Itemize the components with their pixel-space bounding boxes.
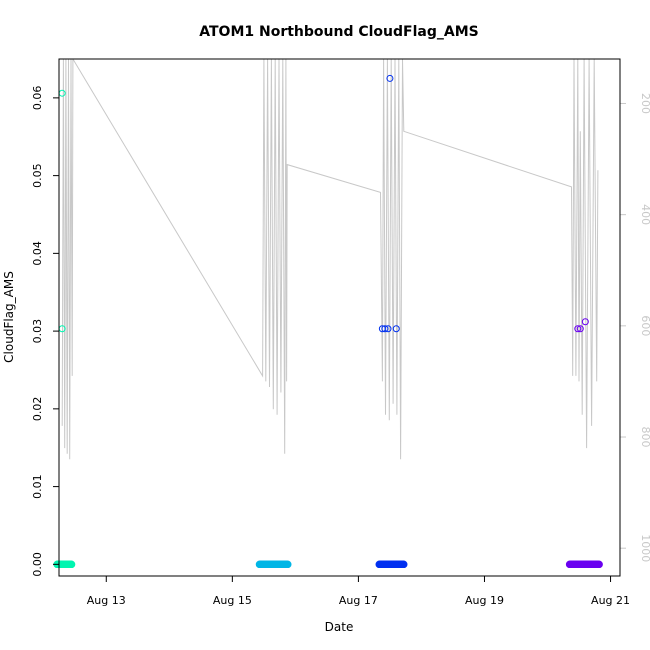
y-tick-label: 0.06 [31,86,44,111]
right-tick-label: 800 [639,427,650,448]
data-point [386,74,394,82]
right-tick-label: 400 [639,204,650,225]
data-point [58,89,66,97]
data-point [595,560,603,569]
data-points-layer [53,74,603,569]
right-tick-label: 600 [639,315,650,336]
y-axis-label: CloudFlag_AMS [2,271,16,363]
x-tick-label: Aug 19 [465,594,504,607]
data-point [400,560,408,569]
x-tick-label: Aug 21 [591,594,630,607]
y-tick-label: 0.02 [31,397,44,422]
data-point [284,560,292,569]
data-point [576,325,584,333]
y-tick-label: 0.01 [31,474,44,499]
y-tick-label: 0.03 [31,319,44,344]
data-point [392,325,400,333]
data-point [581,318,589,326]
axes-layer: Aug 13 Aug 15 Aug 17 Aug 19 Aug 21 0.00 0.01 0.… [31,86,650,607]
y-tick-label: 0.04 [31,241,44,266]
y-tick-label: 0.05 [31,163,44,188]
data-point [381,325,389,333]
x-tick-label: Aug 17 [339,594,378,607]
altitude-line-layer [61,59,599,460]
y-tick-label: 0.00 [31,552,44,577]
x-tick-label: Aug 13 [87,594,126,607]
chart-title: ATOM1 Northbound CloudFlag_AMS [199,24,478,40]
x-tick-label: Aug 15 [213,594,252,607]
altitude-line [61,59,599,460]
plot-frame [58,58,621,577]
data-point [574,325,582,333]
right-tick-label: 200 [639,93,650,114]
x-axis-label: Date [325,620,354,634]
data-point [67,560,76,569]
data-point [384,325,392,333]
right-tick-label: 1000 [639,534,650,562]
